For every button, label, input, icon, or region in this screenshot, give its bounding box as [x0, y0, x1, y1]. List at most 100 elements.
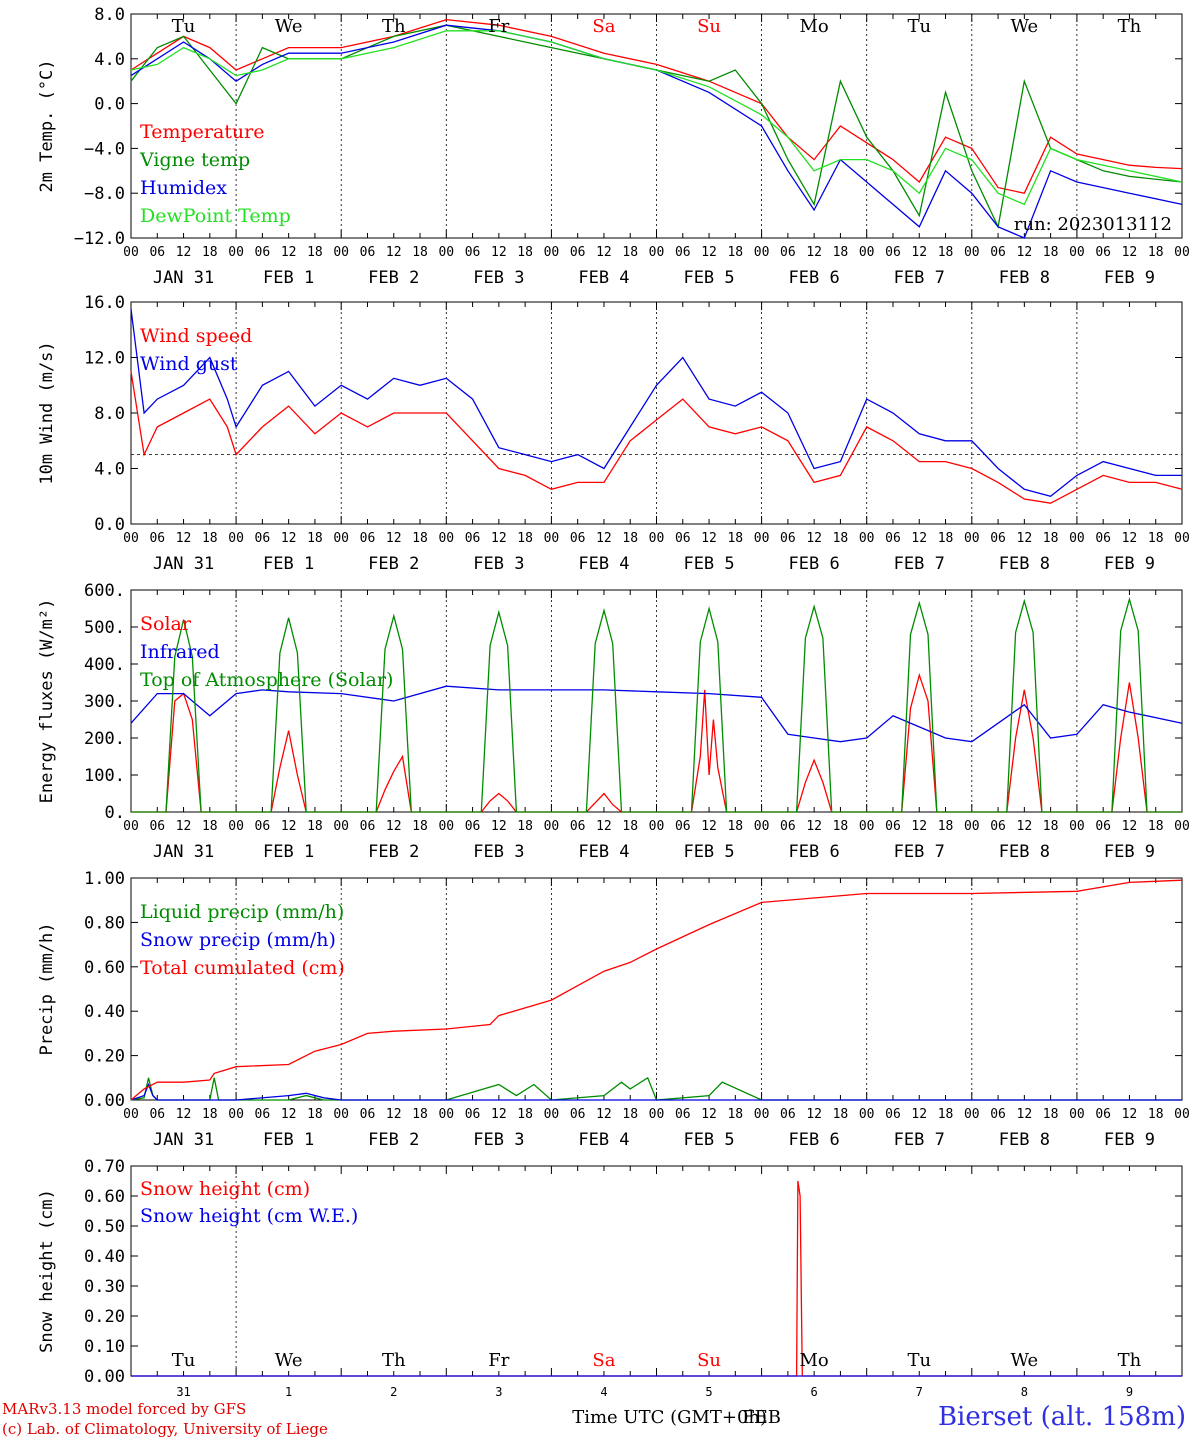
hour-label: 12: [176, 245, 192, 260]
y-tick-label: 0.10: [84, 1337, 125, 1357]
date-label: FEB 4: [578, 268, 629, 288]
hour-label: 06: [1095, 819, 1111, 834]
date-label: FEB 9: [1104, 268, 1155, 288]
y-tick-label: 0.20: [84, 1047, 125, 1067]
hour-label: 00: [123, 1107, 139, 1122]
date-label: FEB 3: [473, 842, 524, 862]
hour-label: 12: [911, 531, 927, 546]
lab-credit: (c) Lab. of Climatology, University of L…: [2, 1420, 328, 1438]
hour-label: 00: [1174, 531, 1190, 546]
y-tick-label: 0.60: [84, 958, 125, 978]
hour-label: 06: [255, 1107, 271, 1122]
hour-label: 18: [1043, 245, 1059, 260]
hour-label: 06: [780, 819, 796, 834]
hour-label: 18: [1148, 531, 1164, 546]
day-number: 7: [916, 1385, 923, 1399]
legend-entry: DewPoint Temp: [140, 205, 291, 227]
hour-label: 06: [360, 1107, 376, 1122]
date-label: FEB 2: [368, 1130, 419, 1150]
hour-label: 18: [833, 531, 849, 546]
hour-label: 12: [1017, 1107, 1033, 1122]
hour-label: 12: [806, 531, 822, 546]
date-label: FEB 7: [894, 554, 945, 574]
hour-label: 06: [465, 1107, 481, 1122]
date-label: FEB 5: [683, 1130, 734, 1150]
hour-label: 06: [675, 245, 691, 260]
hour-label: 18: [938, 531, 954, 546]
series-line: [130, 24, 1183, 239]
hour-label: 18: [517, 245, 533, 260]
hour-label: 00: [544, 531, 560, 546]
hour-label: 18: [307, 531, 323, 546]
hour-label: 12: [281, 1107, 297, 1122]
hour-label: 12: [386, 531, 402, 546]
hour-label: 18: [202, 245, 218, 260]
hour-label: 18: [1043, 819, 1059, 834]
date-label: FEB 6: [789, 268, 840, 288]
weekday-label: Mo: [800, 1350, 829, 1371]
y-tick-label: 0.0: [94, 95, 125, 115]
date-label: FEB 8: [999, 842, 1050, 862]
y-tick-label: 8.0: [94, 5, 125, 25]
hour-label: 06: [675, 819, 691, 834]
hour-label: 18: [622, 245, 638, 260]
hour-label: 00: [333, 245, 349, 260]
hour-label: 00: [333, 819, 349, 834]
hour-label: 06: [465, 245, 481, 260]
hour-label: 12: [1017, 531, 1033, 546]
hour-label: 00: [228, 1107, 244, 1122]
hour-label: 12: [1122, 245, 1138, 260]
hour-label: 00: [649, 245, 665, 260]
legend-entry: Temperature: [140, 121, 264, 143]
hour-label: 12: [911, 819, 927, 834]
date-label: FEB 5: [683, 554, 734, 574]
legend-entry: Snow precip (mm/h): [140, 929, 336, 951]
hour-label: 12: [176, 531, 192, 546]
hour-label: 00: [1174, 819, 1190, 834]
hour-label: 00: [1069, 245, 1085, 260]
hour-label: 00: [438, 1107, 454, 1122]
hour-label: 06: [990, 245, 1006, 260]
hour-label: 12: [1017, 245, 1033, 260]
hour-label: 06: [465, 531, 481, 546]
hour-label: 12: [386, 245, 402, 260]
station-title: Bierset (alt. 158m): [937, 1402, 1186, 1432]
date-label: FEB 4: [578, 554, 629, 574]
hour-label: 00: [228, 245, 244, 260]
date-label: JAN 31: [153, 1130, 214, 1150]
hour-label: 06: [885, 1107, 901, 1122]
y-tick-label: 400.: [84, 655, 125, 675]
y-tick-label: −12.0: [74, 229, 125, 249]
y-tick-label: 4.0: [94, 50, 125, 70]
hour-label: 06: [465, 819, 481, 834]
hour-label: 00: [228, 819, 244, 834]
hour-label: 18: [412, 531, 428, 546]
hour-label: 18: [517, 531, 533, 546]
hour-label: 18: [938, 245, 954, 260]
x-axis-title: Time UTC (GMT+0h): [572, 1407, 767, 1428]
legend-entry: Vigne temp: [139, 149, 250, 171]
hour-label: 06: [149, 1107, 165, 1122]
hour-label: 12: [911, 245, 927, 260]
hour-label: 00: [123, 245, 139, 260]
day-number: 6: [811, 1385, 818, 1399]
hour-label: 00: [754, 245, 770, 260]
weekday-label: Sa: [592, 16, 615, 37]
hour-label: 00: [859, 531, 875, 546]
series-line: [130, 371, 1183, 504]
hour-label: 12: [1122, 531, 1138, 546]
weekday-label: Tu: [907, 16, 931, 37]
hour-label: 12: [386, 819, 402, 834]
date-label: FEB 5: [683, 268, 734, 288]
hour-label: 00: [123, 819, 139, 834]
hour-label: 12: [701, 1107, 717, 1122]
hour-label: 06: [780, 245, 796, 260]
weekday-label: Th: [382, 1350, 406, 1371]
date-label: FEB 8: [999, 554, 1050, 574]
date-label: FEB 7: [894, 268, 945, 288]
hour-label: 12: [176, 1107, 192, 1122]
hour-label: 00: [544, 1107, 560, 1122]
hour-label: 06: [360, 531, 376, 546]
date-label: JAN 31: [153, 268, 214, 288]
